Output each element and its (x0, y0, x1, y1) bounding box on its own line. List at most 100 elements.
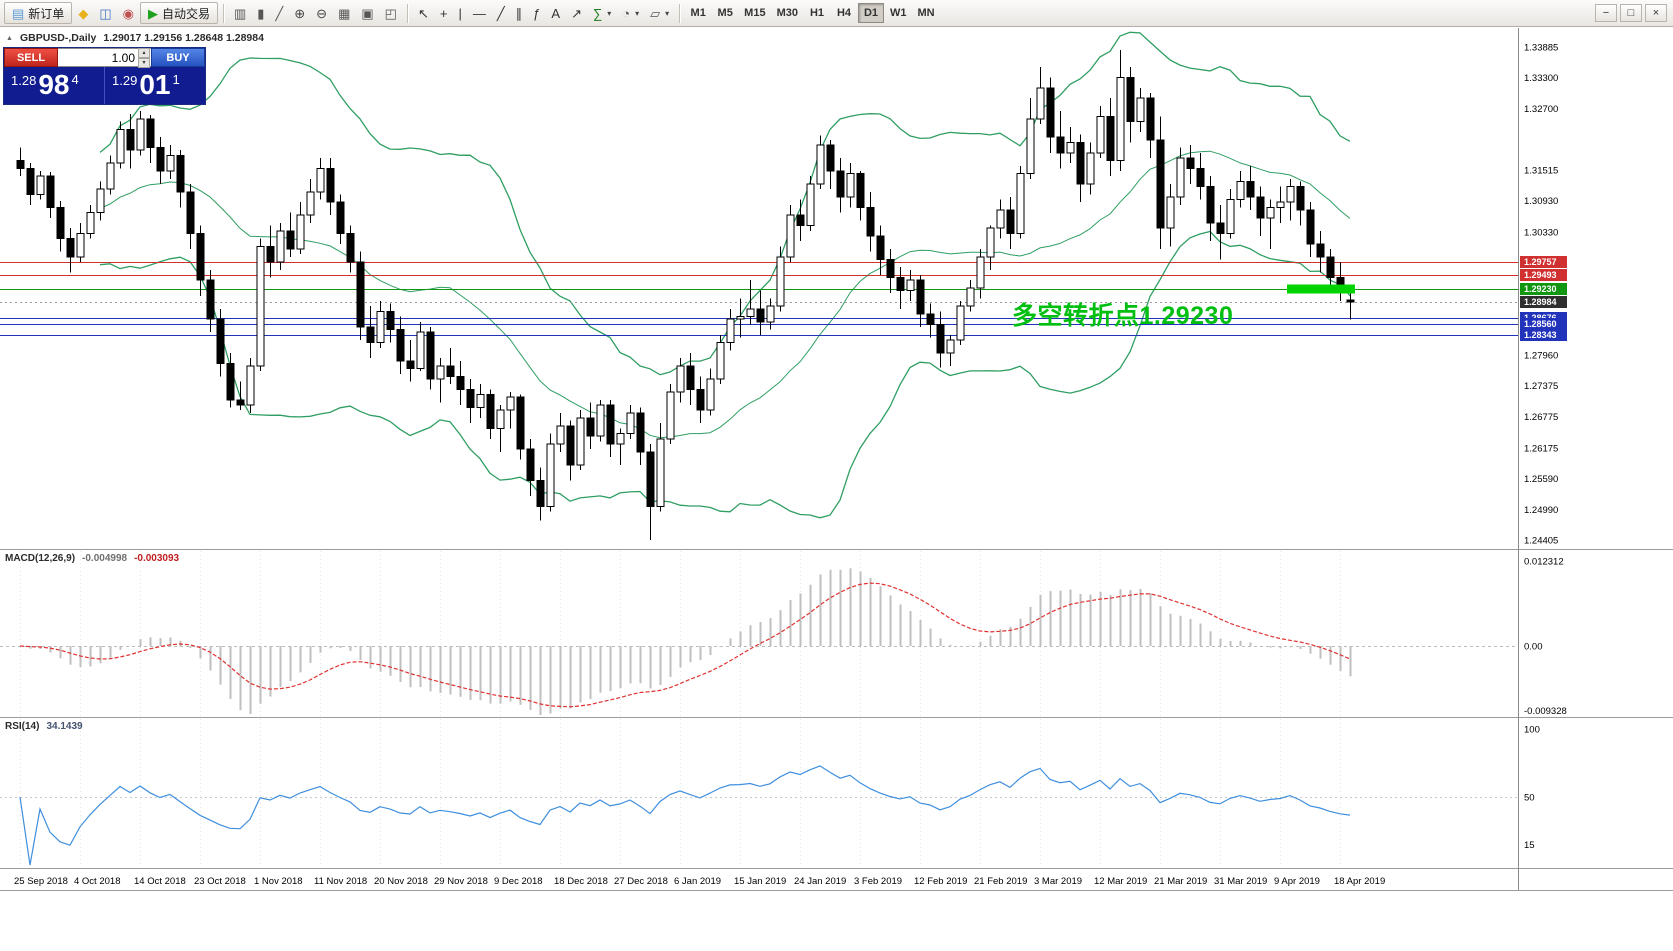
restore-button[interactable]: □ (1620, 4, 1642, 22)
panel-gridlines (20, 551, 1341, 867)
svg-text:1.26775: 1.26775 (1524, 412, 1558, 423)
spinner-up-icon[interactable]: ▴ (138, 47, 150, 58)
channel-tool-button[interactable]: ∥ (511, 2, 528, 24)
timeframe-m5-button[interactable]: M5 (712, 3, 738, 23)
timeframe-mn-button[interactable]: MN (912, 3, 939, 23)
macd-signal-line (19, 582, 1351, 708)
buy-price-pips: 01 (139, 69, 171, 100)
sell-button[interactable]: SELL (4, 48, 58, 67)
svg-text:1.33300: 1.33300 (1524, 73, 1558, 84)
volume-input[interactable]: 1.00 ▴ ▾ (58, 47, 151, 68)
rsi-value: 34.1439 (46, 721, 83, 732)
metaeditor-icon: ◆ (78, 5, 89, 21)
cascade-windows-button[interactable]: ◰ (380, 2, 402, 24)
metaeditor-button[interactable]: ◆ (73, 2, 93, 24)
buy-price[interactable]: 1.29 01 1 (105, 67, 205, 104)
highlight-bar[interactable] (1287, 284, 1355, 294)
svg-text:11 Nov 2018: 11 Nov 2018 (314, 876, 367, 887)
new-order-button[interactable]: ▤ 新订单 (4, 2, 73, 24)
vertical-line-tool-button[interactable]: | (453, 2, 466, 24)
indicators-button[interactable]: ∑ ▾ (588, 2, 616, 24)
svg-text:1.33885: 1.33885 (1524, 42, 1558, 53)
buy-price-prefix: 1.29 (112, 73, 138, 88)
candlestick-chart-icon: ▮ (257, 5, 265, 21)
autotrading-button[interactable]: ▶ 自动交易 (139, 2, 218, 24)
close-button[interactable]: × (1645, 4, 1667, 22)
toolbar-button-label: 新订单 (28, 6, 65, 21)
svg-text:9 Apr 2019: 9 Apr 2019 (1274, 876, 1320, 887)
timeframe-bar: M1 M5 M15 M30 H1 H4 D1 W1 MN (685, 3, 939, 23)
window-controls: − □ × (1595, 4, 1669, 22)
fibonacci-tool-button[interactable]: ƒ (528, 2, 545, 24)
bollinger-bands (99, 31, 1351, 519)
svg-text:1.27375: 1.27375 (1524, 381, 1558, 392)
price-level-tag: 1.29757 (1520, 256, 1567, 268)
timeframe-h4-button[interactable]: H4 (831, 3, 857, 23)
periods-button[interactable]: ◔ ▾ (617, 2, 644, 24)
zoom-in-button[interactable]: ⊕ (289, 2, 310, 24)
svg-text:3 Mar 2019: 3 Mar 2019 (1034, 876, 1082, 887)
minimize-button[interactable]: − (1595, 4, 1617, 22)
toolbar-button-label: 自动交易 (161, 6, 210, 21)
trendline-tool-button[interactable]: ╱ (492, 2, 510, 24)
sell-price-pips: 98 (38, 69, 70, 100)
templates-button[interactable]: ▱ ▾ (645, 2, 674, 24)
timeframe-m1-button[interactable]: M1 (685, 3, 711, 23)
bar-chart-button[interactable]: ▥ (229, 2, 251, 24)
timeframe-d1-button[interactable]: D1 (857, 3, 884, 23)
svg-text:1.24990: 1.24990 (1524, 505, 1558, 516)
text-tool-icon: A (551, 5, 561, 21)
svg-text:50: 50 (1524, 793, 1535, 804)
caret-down-icon: ▾ (635, 8, 640, 18)
arrows-tool-button[interactable]: ↗ (566, 2, 587, 24)
templates-icon: ▱ (650, 5, 661, 21)
macd-label: MACD(12,26,9) (5, 553, 76, 564)
spinner-down-icon[interactable]: ▾ (138, 57, 150, 68)
terminal-button[interactable]: ◉ (118, 2, 139, 24)
candlestick-chart-button[interactable]: ▮ (252, 2, 269, 24)
one-click-trading-panel: SELL 1.00 ▴ ▾ BUY 1.28 98 4 1.29 01 1 (3, 47, 206, 105)
tile-windows-button[interactable]: ▣ (356, 2, 378, 24)
crosshair-tool-button[interactable]: + (435, 2, 453, 24)
timeframe-m30-button[interactable]: M30 (772, 3, 803, 23)
horizontal-line-tool-button[interactable]: — (468, 2, 491, 24)
svg-text:1 Nov 2018: 1 Nov 2018 (254, 876, 303, 887)
rsi-label: RSI(14) (5, 721, 40, 732)
timeframe-m15-button[interactable]: M15 (739, 3, 770, 23)
price-level-tag: 1.29493 (1520, 269, 1567, 281)
svg-text:1.26175: 1.26175 (1524, 443, 1558, 454)
volume-value[interactable]: 1.00 (111, 50, 135, 65)
sell-price[interactable]: 1.28 98 4 (4, 67, 104, 104)
macd-axis-labels[interactable]: 0.012312 0.00 -0.009328 (1524, 556, 1567, 716)
svg-text:21 Mar 2019: 21 Mar 2019 (1154, 876, 1207, 887)
svg-text:23 Oct 2018: 23 Oct 2018 (194, 876, 246, 887)
market-watch-button[interactable]: ◫ (94, 2, 116, 24)
svg-text:9 Dec 2018: 9 Dec 2018 (494, 876, 543, 887)
periods-icon: ◔ (622, 5, 631, 21)
market-watch-icon: ◫ (99, 5, 112, 21)
new-order-icon: ▤ (12, 5, 25, 21)
arrows-tool-icon: ↗ (571, 5, 582, 21)
collapse-icon[interactable]: ▲ (6, 34, 13, 42)
svg-text:0.012312: 0.012312 (1524, 556, 1564, 567)
rsi-axis-labels[interactable]: 100 50 15 (1524, 725, 1540, 852)
text-tool-button[interactable]: A (546, 2, 565, 24)
line-chart-icon: ╱ (275, 5, 284, 21)
grid-button[interactable]: ▦ (333, 2, 355, 24)
svg-text:18 Apr 2019: 18 Apr 2019 (1334, 876, 1385, 887)
timeframe-w1-button[interactable]: W1 (885, 3, 912, 23)
caret-down-icon: ▾ (665, 8, 670, 18)
svg-text:12 Feb 2019: 12 Feb 2019 (914, 876, 967, 887)
cursor-tool-icon: ↖ (417, 5, 429, 21)
cursor-tool-button[interactable]: ↖ (413, 2, 434, 24)
line-chart-button[interactable]: ╱ (270, 2, 288, 24)
price-level-tag: 1.28343 (1520, 329, 1567, 341)
zoom-out-button[interactable]: ⊖ (311, 2, 332, 24)
svg-text:1.30930: 1.30930 (1524, 196, 1558, 207)
buy-button[interactable]: BUY (151, 48, 205, 67)
rsi-header: RSI(14) 34.1439 (5, 721, 83, 732)
date-axis-labels[interactable]: 25 Sep 2018 4 Oct 2018 14 Oct 2018 23 Oct 2… (14, 876, 1385, 887)
macd-histogram (29, 568, 1352, 715)
timeframe-h1-button[interactable]: H1 (804, 3, 830, 23)
